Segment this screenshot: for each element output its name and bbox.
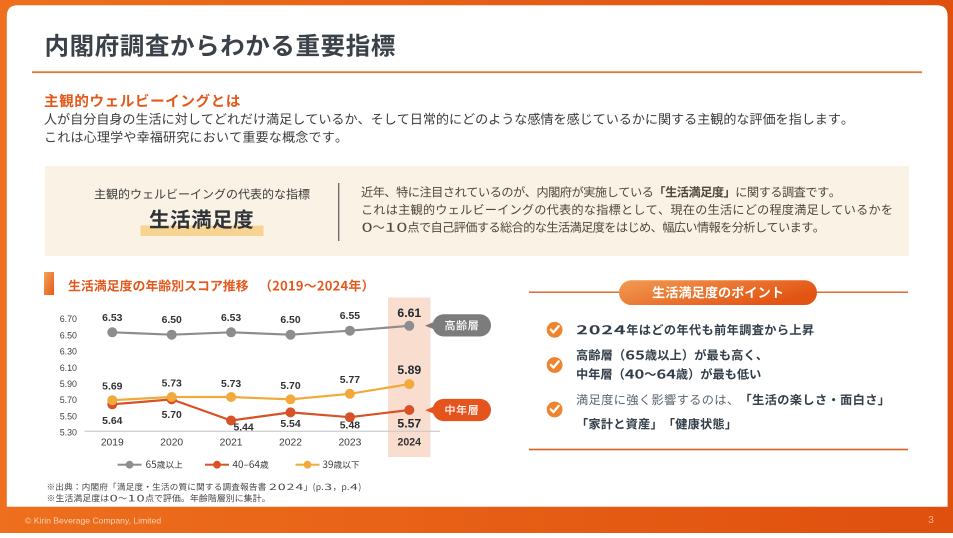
svg-text:6.53: 6.53 — [221, 313, 241, 324]
svg-text:© Kirin Beverage Company, Limi: © Kirin Beverage Company, Limited — [25, 516, 161, 526]
svg-text:5.57: 5.57 — [397, 417, 421, 431]
svg-text:5.73: 5.73 — [162, 379, 182, 390]
svg-text:6.30: 6.30 — [60, 347, 77, 357]
svg-text:5.69: 5.69 — [102, 381, 122, 392]
svg-text:3: 3 — [928, 515, 934, 526]
svg-text:6.50: 6.50 — [60, 330, 77, 340]
svg-text:6.10: 6.10 — [60, 363, 77, 373]
svg-text:6.61: 6.61 — [397, 306, 421, 320]
svg-text:2023: 2023 — [338, 437, 361, 448]
svg-text:2019: 2019 — [101, 437, 124, 448]
svg-text:5.70: 5.70 — [60, 395, 77, 405]
svg-text:5.30: 5.30 — [60, 428, 77, 438]
svg-text:6.55: 6.55 — [340, 311, 360, 322]
svg-text:5.54: 5.54 — [280, 419, 300, 430]
svg-text:6.50: 6.50 — [162, 315, 182, 326]
svg-text:5.77: 5.77 — [340, 375, 360, 386]
svg-text:6.53: 6.53 — [102, 313, 122, 324]
svg-text:2022: 2022 — [279, 437, 302, 448]
svg-text:5.70: 5.70 — [280, 381, 300, 392]
svg-text:5.89: 5.89 — [397, 363, 421, 377]
svg-text:5.48: 5.48 — [340, 420, 360, 431]
svg-text:6.50: 6.50 — [280, 315, 300, 326]
svg-text:6.70: 6.70 — [60, 314, 77, 324]
svg-text:5.44: 5.44 — [233, 422, 253, 433]
svg-text:2024: 2024 — [398, 437, 422, 449]
svg-text:5.90: 5.90 — [60, 379, 77, 389]
svg-text:5.64: 5.64 — [102, 416, 122, 427]
svg-text:2021: 2021 — [220, 437, 243, 448]
svg-text:5.70: 5.70 — [162, 410, 182, 421]
svg-text:5.50: 5.50 — [60, 411, 77, 421]
svg-text:5.73: 5.73 — [221, 379, 241, 390]
svg-text:2020: 2020 — [160, 437, 183, 448]
